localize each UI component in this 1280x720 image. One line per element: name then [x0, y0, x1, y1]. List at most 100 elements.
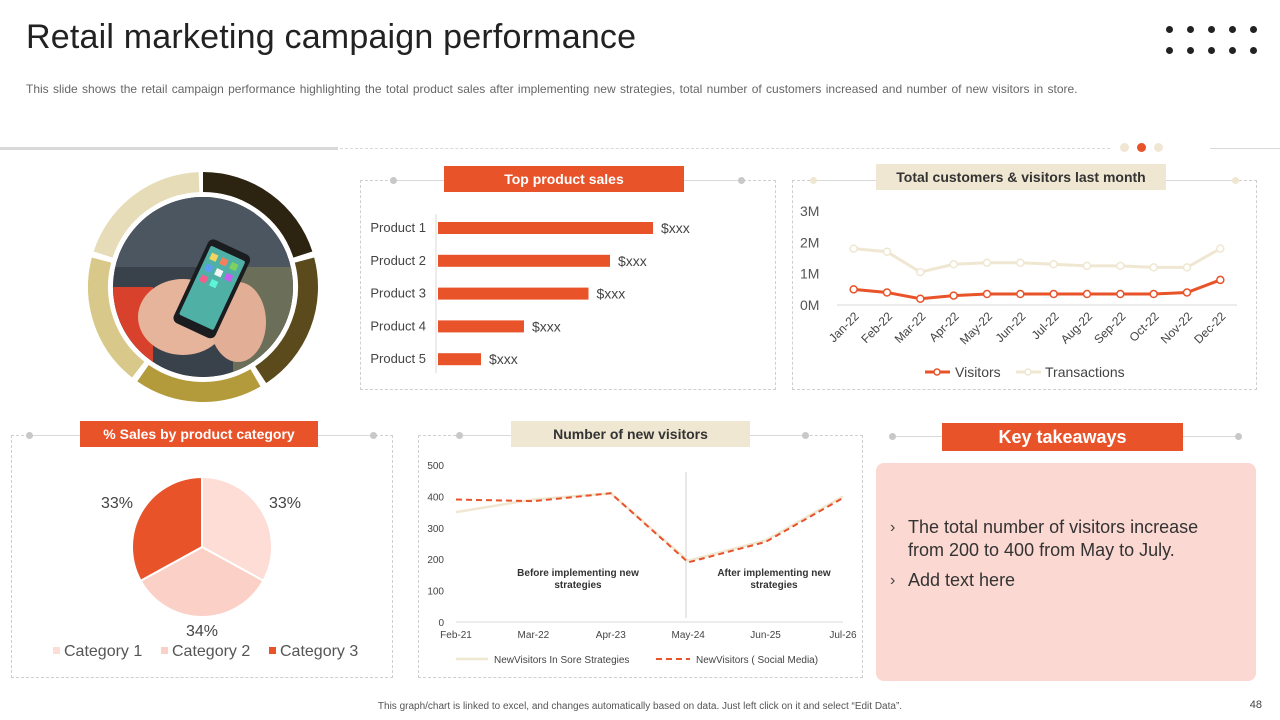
dot	[1187, 26, 1194, 33]
pie-slice	[201, 475, 273, 583]
data-point	[1082, 261, 1092, 271]
data-point	[1216, 275, 1225, 285]
annotation-text: After implementing new	[717, 568, 831, 579]
ring-segment-dark	[202, 172, 313, 258]
data-point	[1049, 260, 1058, 269]
x-tick-label: May-22	[957, 309, 995, 347]
data-point	[982, 289, 992, 299]
key-takeaways-box: › The total number of visitors increase …	[876, 463, 1256, 681]
phone-photo-illustration	[113, 197, 293, 377]
legend-marker	[1024, 368, 1032, 376]
y-tick-label: 200	[427, 555, 444, 566]
x-tick-label: Jun-25	[750, 630, 781, 641]
bar-category-label: Product 4	[370, 318, 426, 333]
panel-rule-dot	[889, 433, 896, 440]
legend-swatch	[53, 647, 60, 654]
bar-category-label: Product 1	[370, 220, 426, 235]
x-tick-label: Aug-22	[1058, 309, 1095, 346]
data-point	[949, 291, 958, 300]
data-point	[1216, 244, 1225, 253]
data-point	[1082, 289, 1092, 299]
series-line-transactions	[853, 247, 1222, 274]
dot	[1229, 26, 1236, 33]
panel-rule-dot	[26, 432, 33, 439]
data-point	[1116, 261, 1125, 271]
x-tick-label: Apr-23	[596, 630, 626, 641]
new-visitors-title: Number of new visitors	[511, 421, 750, 447]
x-tick-label: Sep-22	[1091, 309, 1128, 346]
x-tick-label: Mar-22	[892, 309, 929, 346]
bar-data-label: $xxx	[489, 351, 518, 367]
ring-segment-cream	[93, 172, 200, 258]
x-tick-label: Oct-22	[1126, 309, 1162, 345]
footer-note: This graph/chart is linked to excel, and…	[377, 701, 903, 712]
bar-category-label: Product 3	[370, 286, 426, 301]
sales-by-category-title: % Sales by product category	[80, 421, 318, 447]
legend-label: Category 1	[64, 643, 142, 660]
series-line-social-media	[455, 492, 844, 564]
data-point	[949, 260, 958, 269]
annotation-after: After implementing new strategies	[717, 568, 831, 591]
legend-swatch	[161, 647, 168, 654]
legend-label: Category 3	[280, 643, 358, 660]
series-line-in-store	[455, 491, 844, 563]
dot	[1250, 47, 1257, 54]
top-product-sales-panel	[360, 180, 776, 390]
data-point	[849, 244, 858, 253]
bar-category-label: Product 2	[370, 253, 426, 268]
y-tick-label: 300	[427, 524, 444, 535]
image-ring	[88, 172, 318, 402]
dot	[1187, 47, 1194, 54]
annotation-text: strategies	[750, 580, 798, 591]
key-takeaways-title: Key takeaways	[942, 423, 1183, 451]
pager-dot-active	[1137, 143, 1146, 152]
ring-segment-olive	[254, 257, 318, 384]
x-tick-label: Feb-21	[440, 630, 472, 641]
divider-dashed	[340, 148, 1110, 149]
annotation-before: Before implementing new strategies	[517, 568, 639, 591]
panel-rule-dot	[1235, 433, 1242, 440]
page-number: 48	[1249, 699, 1262, 711]
x-tick-label: Dec-22	[1191, 309, 1228, 346]
data-point	[849, 285, 858, 294]
x-tick-label: Jan-22	[826, 309, 862, 345]
panel-rule-dot	[456, 432, 463, 439]
data-point	[916, 267, 925, 277]
dot	[1229, 47, 1236, 54]
annotation-text: strategies	[554, 580, 602, 591]
panel-rule-dot	[810, 177, 817, 184]
chevron-right-icon: ›	[890, 572, 896, 589]
data-point	[1182, 263, 1192, 272]
y-tick-label: 0M	[800, 297, 819, 313]
sales-by-category-chart: 33% 34% 33% Category 1 Category 2 Category 3	[53, 475, 358, 660]
data-point	[1049, 289, 1058, 299]
bar	[438, 353, 481, 366]
bar-data-label: $xxx	[597, 286, 626, 302]
y-tick-label: 2M	[800, 234, 819, 250]
top-product-sales-chart: Product 1 $xxx Product 2 $xxx Product 3 $xxx P…	[370, 214, 690, 374]
dot	[1166, 26, 1173, 33]
bar-data-label: $xxx	[661, 220, 690, 236]
annotation-text: Before implementing new	[517, 568, 639, 579]
data-point	[1016, 258, 1025, 267]
pie-data-label: 34%	[186, 623, 218, 640]
data-point	[882, 247, 892, 256]
bar-data-label: $xxx	[532, 318, 561, 334]
page-subtitle: This slide shows the retail campaign per…	[26, 82, 1078, 96]
takeaway-text: The total number of visitors increase fr…	[908, 517, 1199, 560]
y-tick-label: 500	[427, 461, 444, 472]
legend-label: Transactions	[1045, 364, 1125, 380]
pie-data-label: 33%	[101, 495, 133, 512]
customers-visitors-title: Total customers & visitors last month	[876, 164, 1166, 190]
x-tick-label: Jul-22	[1029, 309, 1062, 342]
x-tick-label: Feb-22	[858, 309, 895, 346]
bar	[438, 222, 653, 234]
panel-rule-dot	[390, 177, 397, 184]
x-tick-label: Nov-22	[1158, 309, 1195, 346]
legend-swatch	[269, 647, 276, 654]
pie-data-label: 33%	[269, 495, 301, 512]
panel-rule-dot	[738, 177, 745, 184]
data-point	[916, 294, 925, 303]
takeaway-text: Add text here	[908, 570, 1016, 590]
pager-dot	[1120, 143, 1129, 152]
